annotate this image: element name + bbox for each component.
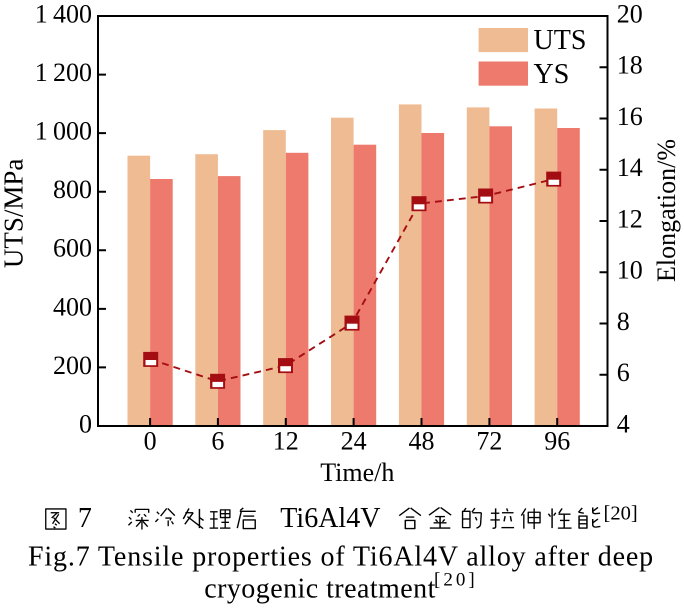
svg-text:18: 18 [617, 51, 643, 80]
svg-text:24: 24 [341, 427, 367, 456]
svg-text:8: 8 [617, 307, 630, 336]
svg-text:400: 400 [53, 292, 92, 321]
svg-text:Ti6Al4V: Ti6Al4V [280, 503, 380, 534]
svg-text:20: 20 [617, 0, 643, 28]
svg-text:12: 12 [617, 204, 643, 233]
svg-text:14: 14 [617, 153, 643, 182]
svg-text:4: 4 [617, 409, 630, 438]
svg-text:12: 12 [273, 427, 299, 456]
svg-text:1 000: 1 000 [35, 117, 92, 146]
svg-text:96: 96 [544, 427, 570, 456]
svg-text:1 400: 1 400 [35, 0, 92, 28]
svg-text:72: 72 [476, 427, 502, 456]
svg-text:7: 7 [78, 503, 92, 534]
svg-text:200: 200 [53, 351, 92, 380]
svg-text:16: 16 [617, 102, 643, 131]
svg-text:0: 0 [79, 409, 92, 438]
svg-text:48: 48 [409, 427, 435, 456]
svg-text:[20]: [20] [434, 569, 478, 590]
svg-text:Elongation/%: Elongation/% [652, 139, 681, 282]
svg-text:800: 800 [53, 175, 92, 204]
svg-text:600: 600 [53, 234, 92, 263]
svg-text:6: 6 [617, 358, 630, 387]
svg-text:[20]: [20] [604, 503, 638, 525]
svg-text:1 200: 1 200 [35, 58, 92, 87]
svg-text:Time/h: Time/h [320, 458, 394, 487]
svg-text:6: 6 [211, 427, 224, 456]
svg-text:cryogenic treatment: cryogenic treatment [204, 574, 436, 605]
svg-text:YS: YS [534, 59, 570, 90]
svg-text:UTS/MPa: UTS/MPa [0, 159, 29, 269]
svg-text:0: 0 [144, 427, 157, 456]
svg-text:UTS: UTS [534, 25, 587, 56]
svg-text:10: 10 [617, 256, 643, 285]
svg-text:Fig.7 Tensile properties of Ti: Fig.7 Tensile properties of Ti6Al4V allo… [28, 542, 654, 573]
